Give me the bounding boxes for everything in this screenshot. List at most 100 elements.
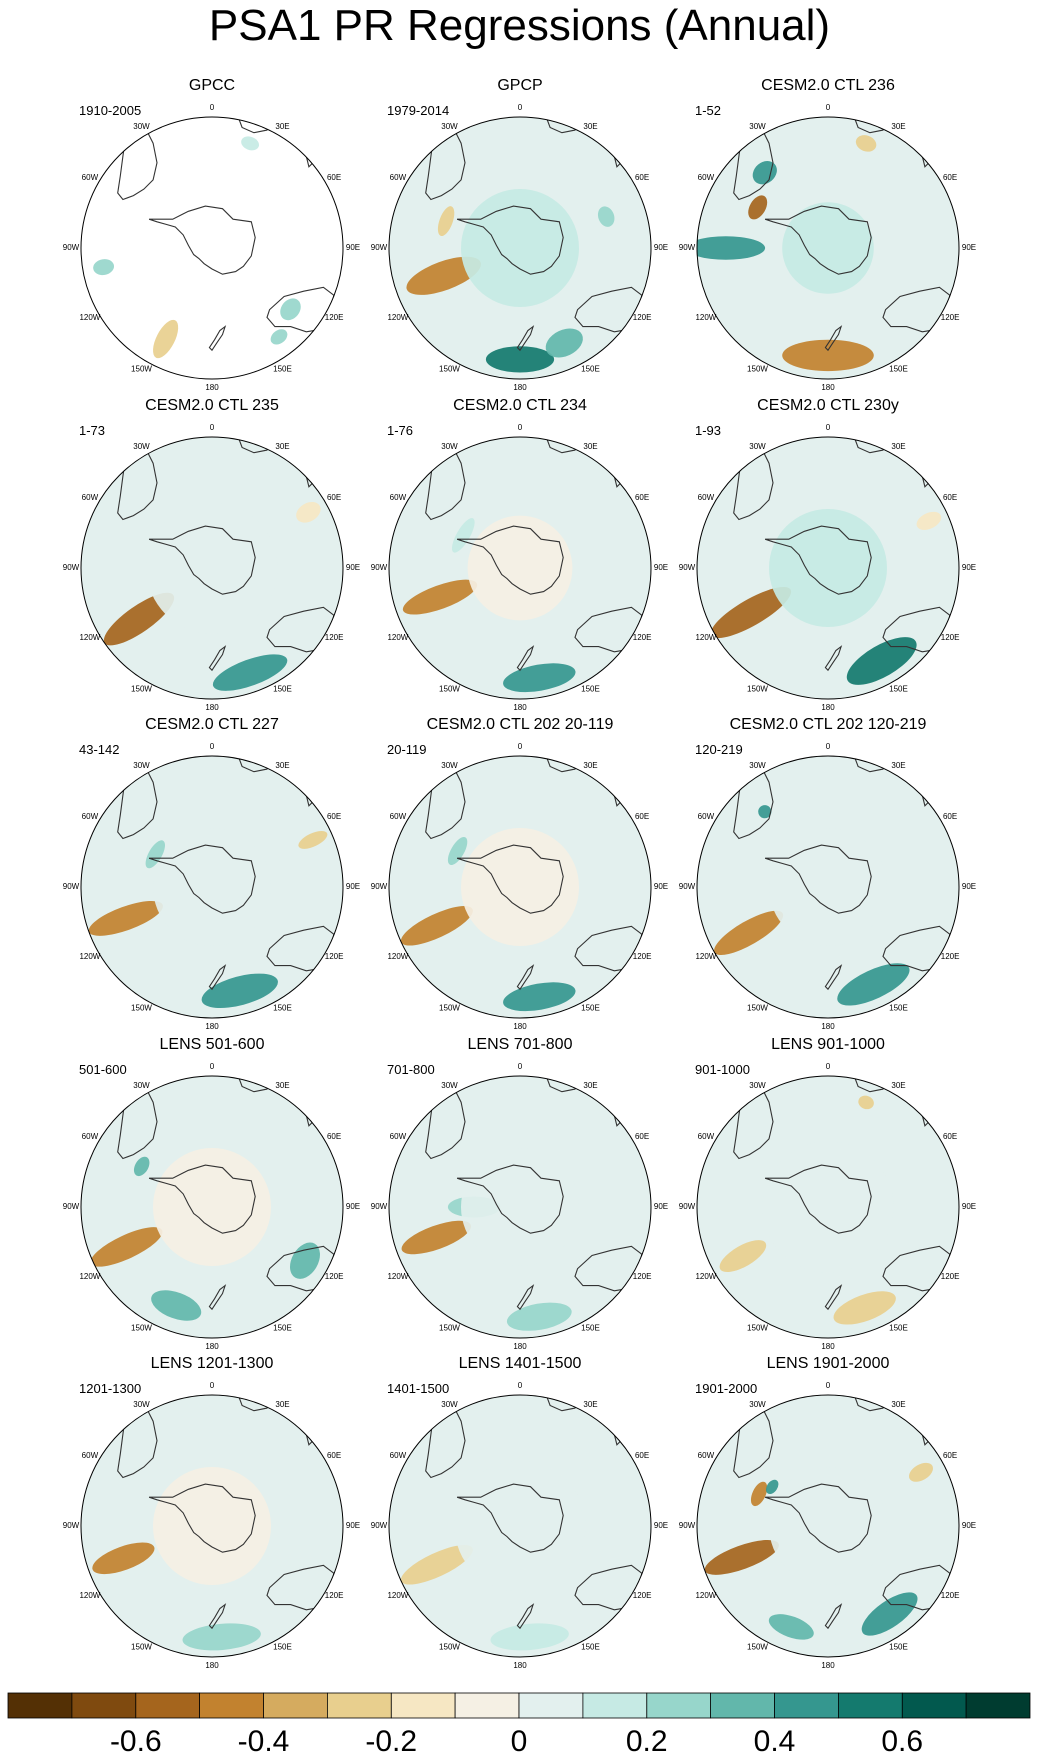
- longitude-label: 0: [210, 103, 215, 112]
- longitude-label: 60W: [390, 812, 407, 821]
- map-panel: 0 30E 60E 90E 120E 150E 180 150W 120W 90W 60W 30W CE…: [63, 716, 360, 1031]
- panel-title: GPCC: [189, 77, 235, 94]
- colorbar-tick-label: 0.2: [626, 1725, 668, 1758]
- longitude-label: 60W: [390, 1132, 407, 1141]
- anomaly-contour: [490, 1623, 569, 1651]
- longitude-label: 90E: [654, 882, 668, 891]
- period-label: 901-1000: [695, 1062, 750, 1077]
- africa-coastline: [545, 1395, 580, 1412]
- longitude-label: 0: [210, 423, 215, 432]
- anomaly-contour: [750, 1481, 768, 1507]
- new-zealand-coastline: [208, 1284, 227, 1311]
- new-zealand-coastline: [824, 325, 843, 352]
- antarctica-coastline: [764, 844, 872, 914]
- longitude-label: 60E: [327, 812, 341, 821]
- africa-coastline: [545, 117, 580, 134]
- longitude-label: 30W: [749, 122, 766, 131]
- longitude-label: 180: [513, 383, 527, 392]
- panel-title: LENS 1401-1500: [459, 1355, 582, 1372]
- panel-title: CESM2.0 CTL 202 20-119: [427, 716, 614, 733]
- map-border: [388, 1075, 652, 1339]
- anomaly-contour: [447, 837, 468, 865]
- longitude-label: 150E: [273, 1323, 292, 1332]
- longitude-label: 90W: [679, 1521, 696, 1530]
- longitude-label: 90E: [962, 243, 976, 252]
- longitude-label: 0: [826, 742, 831, 751]
- africa-coastline: [853, 1076, 888, 1093]
- longitude-label: 90E: [962, 1202, 976, 1211]
- colorbar-swatch: [710, 1692, 775, 1719]
- map-border: [388, 755, 652, 1019]
- longitude-label: 120W: [79, 1272, 100, 1281]
- colorbar-swatch: [901, 1692, 967, 1719]
- anomaly-contour: [461, 189, 579, 307]
- antarctica-coastline: [764, 1483, 872, 1553]
- anomaly-contour: [506, 1302, 572, 1331]
- longitude-label: 30W: [441, 1081, 458, 1090]
- antarctica-coastline: [456, 844, 564, 914]
- panel-title: LENS 501-600: [160, 1036, 265, 1053]
- anomaly-contour: [402, 579, 478, 615]
- anomaly-contour: [437, 206, 455, 237]
- panel-title: CESM2.0 CTL 236: [761, 77, 895, 94]
- anomaly-contour: [400, 1545, 473, 1585]
- longitude-label: 120W: [387, 633, 408, 642]
- colorbar-swatch: [454, 1692, 520, 1719]
- anomaly-contour: [280, 298, 301, 321]
- anomaly-contour: [916, 511, 942, 530]
- longitude-label: 90E: [346, 243, 360, 252]
- longitude-label: 30W: [441, 1400, 458, 1409]
- anomaly-contour: [90, 1227, 163, 1267]
- anomaly-contour: [270, 329, 288, 345]
- longitude-label: 30E: [275, 442, 289, 451]
- longitude-label: 60E: [943, 173, 957, 182]
- colorbar-swatch: [263, 1692, 328, 1719]
- africa-coastline: [237, 437, 272, 454]
- longitude-label: 150W: [747, 364, 768, 373]
- map-panel: 0 30E 60E 90E 120E 150E 180 150W 120W 90W 60W 30W GP…: [63, 77, 360, 392]
- colorbar-tick-label: -0.6: [110, 1725, 162, 1758]
- longitude-label: 30E: [891, 1400, 905, 1409]
- longitude-label: 120E: [633, 313, 652, 322]
- map-panel: 0 30E 60E 90E 120E 150E 180 150W 120W 90W 60W 30W CE…: [371, 716, 668, 1031]
- antarctica-coastline: [456, 525, 564, 595]
- longitude-label: 60W: [698, 493, 715, 502]
- longitude-label: 0: [518, 423, 523, 432]
- map-border: [696, 755, 960, 1019]
- period-label: 43-142: [79, 742, 119, 757]
- anomaly-contour: [833, 1291, 896, 1325]
- longitude-label: 180: [821, 383, 835, 392]
- colorbar-swatch: [390, 1692, 456, 1719]
- longitude-label: 120W: [79, 633, 100, 642]
- longitude-label: 120W: [79, 313, 100, 322]
- anomaly-contour: [858, 1095, 874, 1110]
- longitude-label: 150W: [747, 684, 768, 693]
- longitude-label: 60E: [943, 1132, 957, 1141]
- colorbar-tick-label: 0: [511, 1725, 528, 1758]
- anomaly-contour: [133, 1156, 150, 1177]
- longitude-label: 90W: [371, 1202, 388, 1211]
- longitude-label: 90W: [63, 1202, 80, 1211]
- longitude-label: 30E: [891, 761, 905, 770]
- anomaly-contour: [201, 973, 278, 1009]
- new-zealand-coastline: [208, 964, 227, 991]
- longitude-label: 150W: [131, 1003, 152, 1012]
- longitude-label: 120E: [941, 1591, 960, 1600]
- africa-coastline: [545, 756, 580, 773]
- longitude-label: 180: [821, 1661, 835, 1670]
- anomaly-contour: [503, 663, 576, 693]
- anomaly-contour: [151, 1290, 202, 1321]
- longitude-label: 60E: [635, 1132, 649, 1141]
- longitude-label: 150W: [747, 1323, 768, 1332]
- map-border: [388, 1394, 652, 1658]
- map-border: [80, 116, 344, 380]
- longitude-label: 150W: [439, 364, 460, 373]
- anomaly-contour: [908, 1462, 934, 1482]
- period-label: 1-73: [79, 423, 105, 438]
- map-panel: 0 30E 60E 90E 120E 150E 180 150W 120W 90W 60W 30W CE…: [679, 77, 976, 392]
- anomaly-contour: [758, 805, 772, 819]
- map-background: [81, 117, 343, 379]
- colorbar-swatch: [774, 1692, 839, 1719]
- longitude-label: 180: [205, 383, 219, 392]
- anomaly-contour: [710, 586, 792, 639]
